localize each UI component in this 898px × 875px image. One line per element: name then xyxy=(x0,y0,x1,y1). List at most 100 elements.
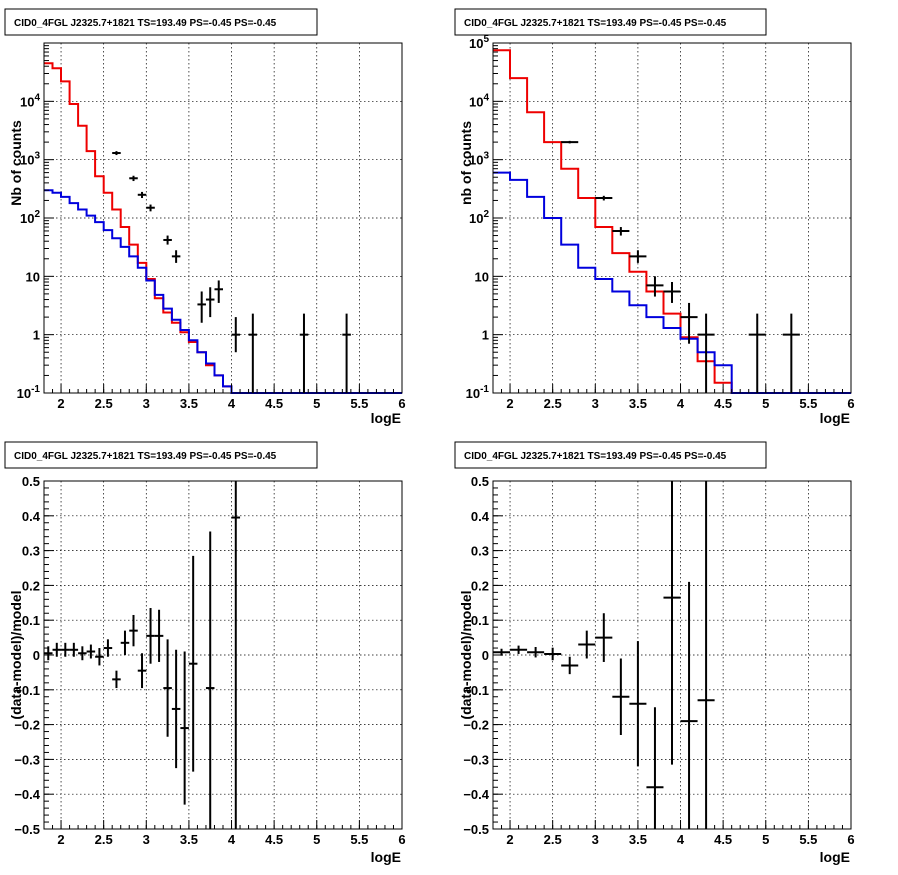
data-point xyxy=(578,630,596,659)
y-tick-label: 0.4 xyxy=(471,509,490,524)
y-tick-label: −0.5 xyxy=(14,822,40,837)
y-tick-label: 0.5 xyxy=(22,474,40,489)
y-tick-label: 104 xyxy=(20,92,40,109)
data-point xyxy=(137,653,147,689)
tick-labels: 2 2.5 3 3.5 4 4.5 5 5.5 6 −0.5 −0.4 −0.3 −0.2 −0.1 0 0.… xyxy=(463,474,854,847)
x-tick-label: 3 xyxy=(592,832,599,847)
y-tick-label: −0.2 xyxy=(463,718,489,733)
y-tick-label: 102 xyxy=(469,209,489,226)
x-tick-label: 6 xyxy=(398,396,405,411)
data-point xyxy=(612,658,630,736)
y-tick-label: 10-1 xyxy=(466,384,490,401)
data-points xyxy=(112,151,351,393)
x-tick-label: 5.5 xyxy=(799,832,817,847)
data-point xyxy=(163,639,172,737)
x-tick-label: 2 xyxy=(57,832,64,847)
y-tick-label: 10-1 xyxy=(17,384,41,401)
x-tick-label: 4.5 xyxy=(714,832,732,847)
data-point xyxy=(112,670,121,689)
data-point xyxy=(697,313,715,393)
data-point xyxy=(561,656,579,675)
x-tick-label: 2 xyxy=(506,832,513,847)
x-tick-label: 5.5 xyxy=(799,396,817,411)
data-point xyxy=(205,531,215,829)
data-point xyxy=(52,642,62,657)
data-point xyxy=(197,291,206,323)
data-point xyxy=(629,641,647,767)
data-point xyxy=(342,313,351,393)
title-box xyxy=(454,8,767,36)
data-point xyxy=(112,151,121,156)
y-tick-label: 102 xyxy=(20,209,40,226)
data-point xyxy=(171,649,181,769)
data-point xyxy=(231,481,241,829)
y-tick-label: 0.5 xyxy=(471,474,489,489)
x-tick-label: 4.5 xyxy=(714,396,732,411)
tick-labels: 2 2.5 3 3.5 4 4.5 5 5.5 6 10-1 1 10 102 103 104 105 xyxy=(466,34,855,411)
y-tick-label: 0.2 xyxy=(471,578,489,593)
data-point xyxy=(612,227,630,236)
data-point xyxy=(171,250,181,263)
title-box xyxy=(4,441,318,469)
data-point xyxy=(188,555,198,772)
chart-title: CID0_4FGL J2325.7+1821 TS=193.49 PS=-0.4… xyxy=(14,18,277,29)
x-tick-label: 3 xyxy=(143,832,150,847)
data-point xyxy=(78,646,87,661)
x-tick-label: 2.5 xyxy=(95,396,113,411)
y-tick-label: 105 xyxy=(469,34,489,51)
data-point xyxy=(595,613,613,662)
x-tick-label: 4.5 xyxy=(265,396,283,411)
data-point xyxy=(129,614,138,647)
y-tick-label: −0.4 xyxy=(463,787,489,802)
data-point xyxy=(680,302,698,344)
data-point xyxy=(163,235,172,245)
series-layer xyxy=(493,49,851,394)
chart-title: CID0_4FGL J2325.7+1821 TS=193.49 PS=-0.4… xyxy=(464,451,727,462)
x-tick-label: 6 xyxy=(847,396,854,411)
x-tick-label: 2.5 xyxy=(95,832,113,847)
grid xyxy=(44,481,403,829)
chart-title: CID0_4FGL J2325.7+1821 TS=193.49 PS=-0.4… xyxy=(464,18,727,29)
x-tick-label: 2.5 xyxy=(544,832,562,847)
data-point xyxy=(44,646,53,661)
data-point xyxy=(629,250,647,263)
x-tick-label: 5.5 xyxy=(350,396,368,411)
data-points xyxy=(44,481,241,829)
y-tick-label: −0.1 xyxy=(14,683,40,698)
data-point xyxy=(214,280,223,303)
panel-residuals-left: CID0_4FGL J2325.7+1821 TS=193.49 PS=-0.4… xyxy=(4,441,406,865)
x-tick-label: 6 xyxy=(398,832,405,847)
x-tick-label: 4.5 xyxy=(265,832,283,847)
histogram-series xyxy=(44,189,402,394)
panel-counts-right: CID0_4FGL J2325.7+1821 TS=193.49 PS=-0.4… xyxy=(454,8,855,426)
x-tick-label: 6 xyxy=(847,832,854,847)
y-tick-label: 0.4 xyxy=(22,509,41,524)
x-tick-label: 3 xyxy=(592,396,599,411)
data-point xyxy=(86,644,96,659)
data-points xyxy=(493,481,715,829)
series-layer xyxy=(44,62,402,394)
data-point xyxy=(544,647,562,661)
y-tick-label: 0.2 xyxy=(22,578,40,593)
y-tick-label: 0.3 xyxy=(22,544,40,559)
y-tick-label: −0.1 xyxy=(463,683,489,698)
y-tick-label: −0.4 xyxy=(14,787,40,802)
data-point xyxy=(646,707,664,829)
y-tick-label: 10 xyxy=(26,269,40,284)
x-tick-label: 5 xyxy=(762,832,769,847)
data-point xyxy=(231,317,241,353)
y-tick-label: 0.1 xyxy=(22,613,40,628)
data-point xyxy=(180,651,189,805)
data-point xyxy=(595,195,613,201)
y-tick-label: 103 xyxy=(20,151,40,168)
y-tick-label: 1 xyxy=(482,328,489,343)
x-tick-label: 4 xyxy=(228,832,236,847)
data-point xyxy=(61,642,70,657)
y-tick-label: 10 xyxy=(475,269,489,284)
data-point xyxy=(69,642,79,657)
x-tick-label: 3 xyxy=(143,396,150,411)
y-tick-label: −0.3 xyxy=(463,752,489,767)
data-point xyxy=(154,609,164,662)
y-tick-label: 1 xyxy=(33,328,40,343)
